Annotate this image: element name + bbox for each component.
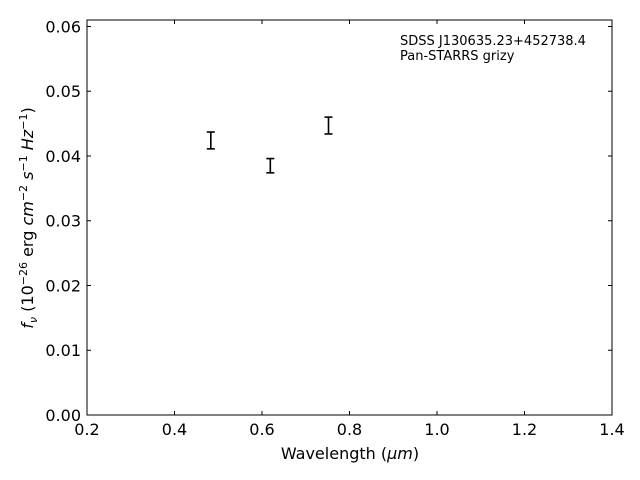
x-tick-label: 1.2 (512, 420, 537, 439)
y-tick-label: 0.00 (45, 406, 81, 425)
y-unit-base-exp: −26 (17, 262, 30, 285)
annotation-line-1: SDSS J130635.23+452738.4 (400, 34, 586, 49)
x-tick-label: 1.0 (424, 420, 449, 439)
y-unit-cm: cm (18, 201, 37, 225)
x-tick-label: 0.2 (74, 420, 99, 439)
x-axis-label-text: Wavelength (281, 444, 376, 463)
data-point-errorbar (266, 157, 275, 174)
x-tick-label: 0.8 (337, 420, 362, 439)
x-axis-label: Wavelength (μm) (281, 444, 419, 463)
y-axis-label: fν (10−26 erg cm−2 s−1 Hz−1) (17, 107, 40, 328)
y-tick-label: 0.06 (45, 17, 81, 36)
x-axis-unit: μm (386, 444, 413, 463)
annotation-line-2: Pan-STARRS grizy (400, 49, 515, 64)
plot-frame (86, 19, 613, 416)
y-unit-hz: Hz (18, 129, 37, 150)
data-point-errorbar (324, 116, 333, 135)
axis-ticks: 0.2 0.4 0.6 0.8 1.0 1.2 1.4 0.00 0.01 0.02 0.03 0.0… (45, 17, 624, 439)
data-point-errorbar (206, 131, 215, 150)
data-points (206, 116, 333, 174)
x-tick-label: 0.4 (162, 420, 187, 439)
y-tick-label: 0.01 (45, 341, 81, 360)
plot-area (87, 20, 612, 415)
y-unit-s: s (18, 171, 37, 179)
y-unit-base: 10 (18, 285, 37, 305)
y-unit-erg: erg (18, 231, 37, 257)
y-tick-label: 0.05 (45, 82, 81, 101)
y-axis-symbol: f (18, 321, 37, 329)
y-tick-label: 0.02 (45, 276, 81, 295)
y-unit-cm-exp: −2 (17, 185, 30, 201)
y-axis-subscript: ν (27, 317, 40, 323)
y-tick-label: 0.04 (45, 147, 81, 166)
y-unit-hz-exp: −1 (17, 114, 30, 130)
y-unit-s-exp: −1 (17, 155, 30, 171)
y-tick-label: 0.03 (45, 212, 81, 231)
x-tick-label: 1.4 (599, 420, 624, 439)
x-tick-label: 0.6 (249, 420, 274, 439)
